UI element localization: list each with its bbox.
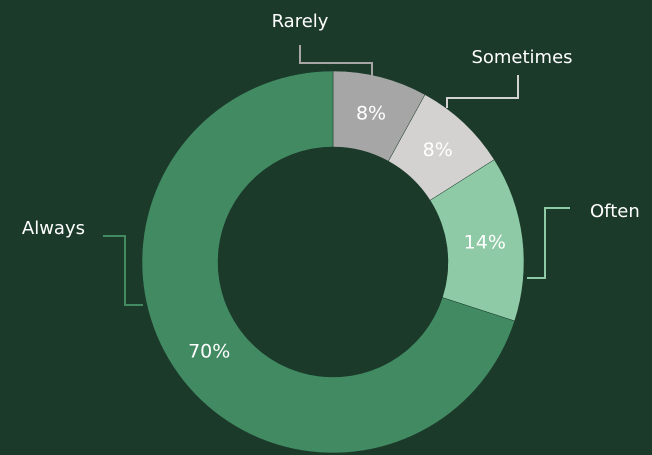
value-label: 14%: [464, 231, 506, 253]
category-label: Often: [590, 201, 640, 222]
value-label: 8%: [356, 102, 386, 124]
leader-line: [299, 45, 373, 76]
leader-line: [103, 235, 143, 306]
leader-line: [527, 207, 570, 279]
value-label: 70%: [188, 340, 230, 362]
category-label: Always: [22, 218, 85, 239]
category-label: Rarely: [272, 11, 329, 32]
slice: [141, 70, 515, 454]
leader-line: [446, 75, 519, 108]
category-label: Sometimes: [471, 47, 572, 68]
value-label: 8%: [423, 139, 453, 161]
